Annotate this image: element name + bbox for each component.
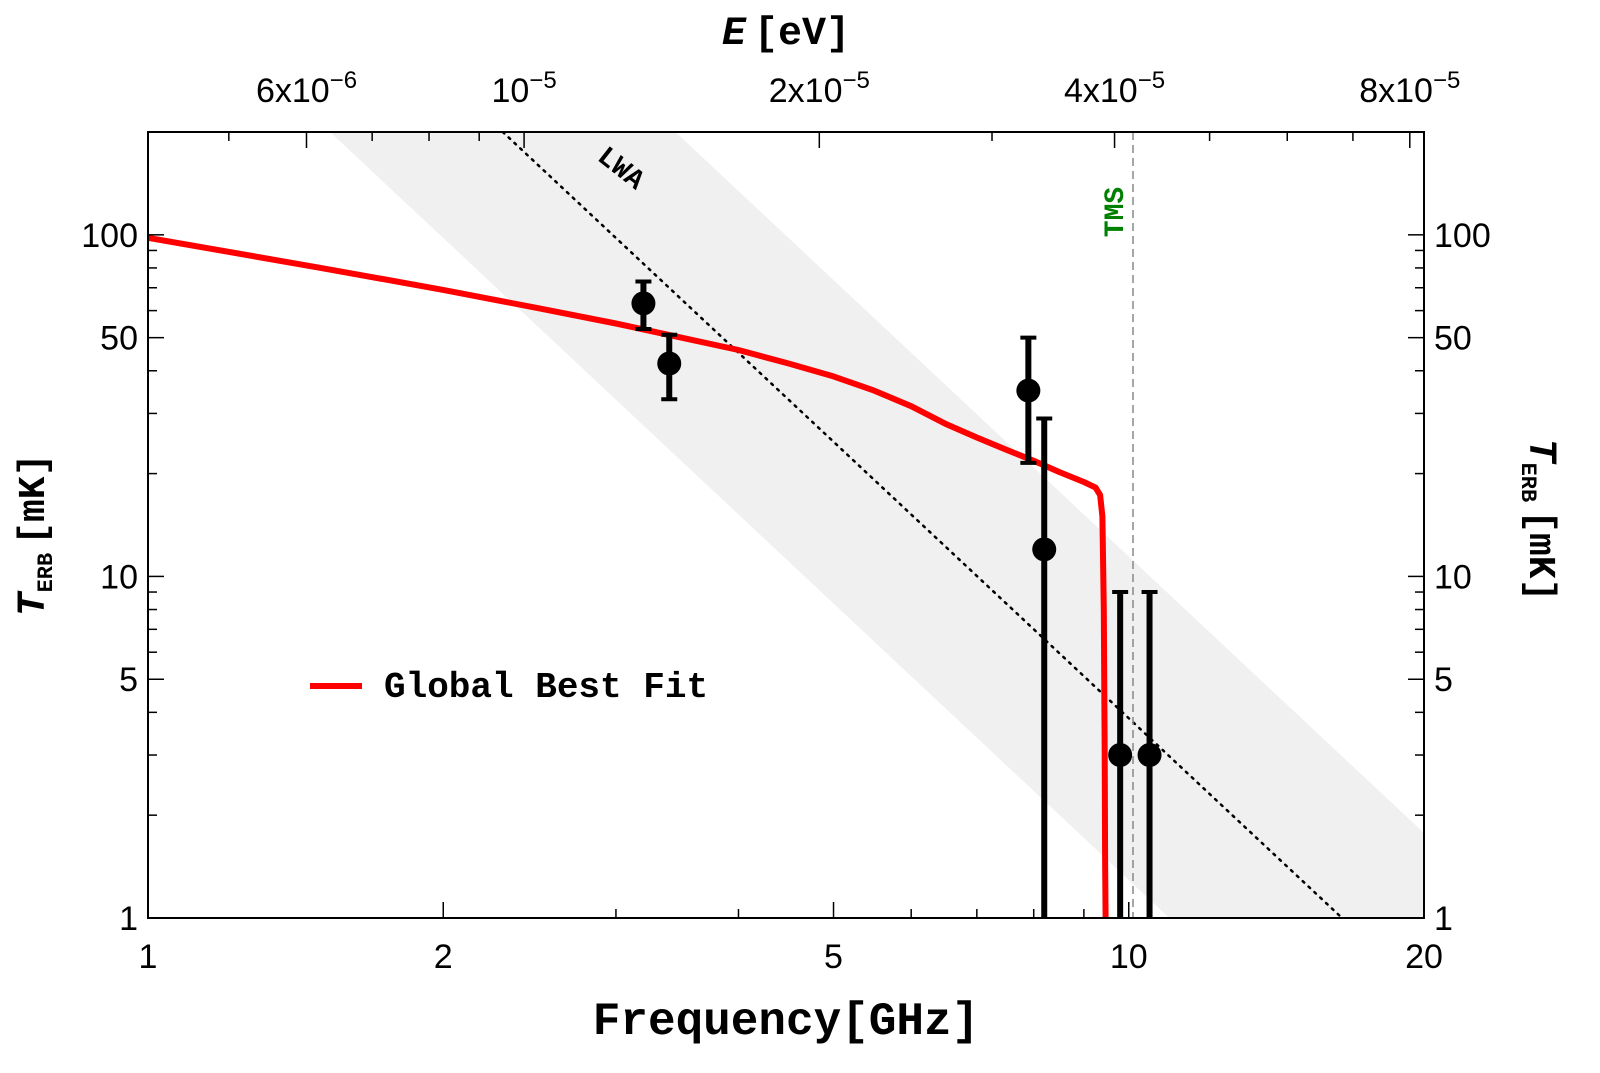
y-tick-label-right: 10 (1434, 558, 1472, 596)
point-marker (1137, 743, 1162, 768)
y-tick-label-left: 1 (119, 900, 138, 938)
legend-label: Global Best Fit (384, 667, 708, 708)
axis-ticks (147, 131, 1425, 919)
y-tick-label-right: 1 (1434, 900, 1453, 938)
y-axis-title-right: TERB[mK] (1515, 439, 1562, 602)
series-line-1 (148, 234, 1109, 918)
series-layer (148, 234, 1109, 918)
point-marker (631, 291, 656, 316)
point-marker (657, 351, 682, 376)
tms-label: TMS (1101, 187, 1132, 237)
plot-frame (147, 131, 1425, 919)
data-point-4 (1032, 416, 1057, 918)
x-tick-label: 5 (824, 938, 843, 976)
x-axis-title: Frequency[GHz] (593, 996, 979, 1048)
lwa-band-line (501, 132, 1344, 918)
x-tick-label: 2 (434, 938, 453, 976)
y-tick-label-right: 5 (1434, 661, 1453, 699)
point-marker (1032, 537, 1057, 562)
y-tick-label-left: 10 (100, 558, 138, 596)
x-tick-label: 1 (139, 938, 158, 976)
point-marker (1108, 743, 1133, 768)
top-tick-label: 2x10−5 (769, 67, 870, 110)
data-point-5 (1108, 590, 1133, 918)
top-tick-label: 4x10−5 (1064, 67, 1165, 110)
top-tick-label: 8x10−5 (1359, 67, 1460, 110)
x-tick-label: 20 (1405, 938, 1443, 976)
data-point-2 (657, 332, 682, 402)
data-point-6 (1137, 590, 1162, 918)
y-tick-label-left: 5 (119, 661, 138, 699)
data-points (631, 279, 1162, 918)
y-axis-title-left: TERB[mK] (12, 454, 59, 617)
y-tick-label-right: 50 (1434, 320, 1472, 358)
point-marker (1016, 378, 1041, 403)
data-point-3 (1016, 335, 1041, 465)
legend: Global Best Fit (310, 667, 708, 708)
x-tick-label: 10 (1110, 938, 1148, 976)
lwa-band (330, 132, 1424, 918)
y-tick-label-left: 50 (100, 320, 138, 358)
y-tick-label-right: 100 (1434, 217, 1491, 255)
top-tick-label: 6x10−6 (256, 67, 357, 110)
data-point-1 (631, 279, 656, 332)
top-tick-label: 10−5 (491, 67, 556, 110)
y-tick-label-left: 100 (81, 217, 138, 255)
top-axis-title: E [eV] (722, 12, 850, 57)
